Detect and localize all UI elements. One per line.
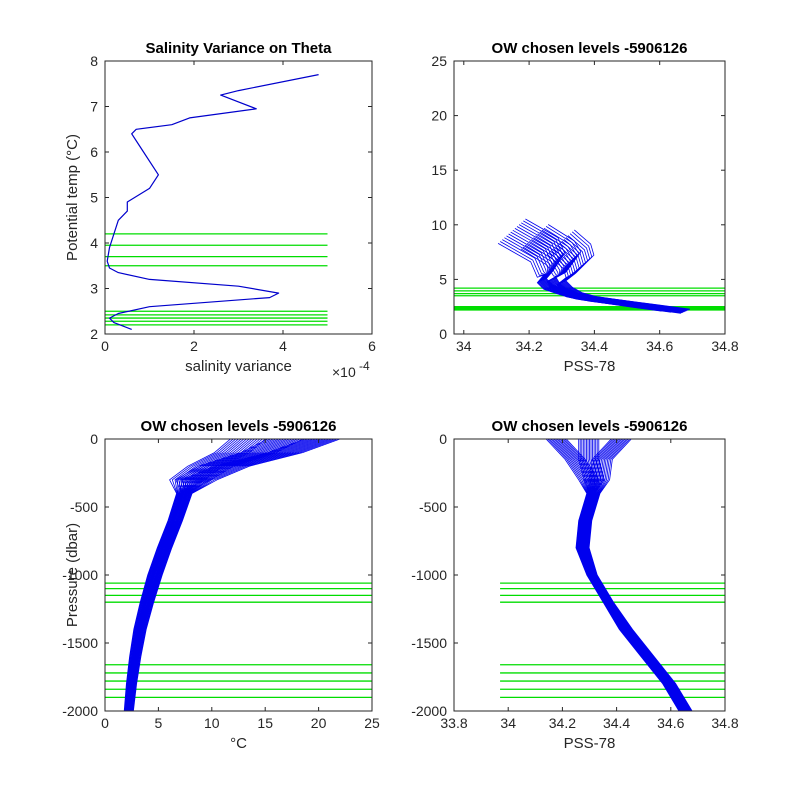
series-line xyxy=(126,439,274,711)
series-line xyxy=(125,439,239,711)
y-tick-label: -1500 xyxy=(411,635,447,651)
plot-area xyxy=(105,439,372,711)
y-tick-label: 4 xyxy=(90,235,98,251)
series-line xyxy=(128,439,287,711)
x-tick-label: 33.8 xyxy=(440,715,467,731)
series-line xyxy=(506,235,665,311)
series-line xyxy=(497,243,662,312)
series-line xyxy=(130,439,301,711)
x-tick-label: 5 xyxy=(155,715,163,731)
plot-area xyxy=(454,218,725,314)
chart-title: OW chosen levels -5906126 xyxy=(141,418,337,435)
series-line xyxy=(583,439,688,711)
series-line xyxy=(125,439,269,711)
y-tick-label: -1500 xyxy=(62,635,98,651)
x-exponent-power: -4 xyxy=(359,359,370,373)
x-axis-label: salinity variance xyxy=(185,358,292,375)
series-line xyxy=(518,224,669,309)
series-line xyxy=(127,439,282,711)
series-line xyxy=(516,226,668,309)
y-tick-label: 3 xyxy=(90,281,98,297)
x-tick-label: 34 xyxy=(500,715,516,731)
x-tick-label: 34.4 xyxy=(581,338,608,354)
x-axis-label: PSS-78 xyxy=(564,358,616,375)
y-tick-label: 0 xyxy=(439,326,447,342)
x-tick-label: 0 xyxy=(101,338,109,354)
series-line xyxy=(133,439,341,711)
series-line xyxy=(588,439,693,711)
x-tick-label: 20 xyxy=(311,715,327,731)
series-line xyxy=(521,222,670,308)
y-tick-label: -2000 xyxy=(411,703,447,719)
axes-box xyxy=(453,60,726,335)
panel-p3: 0 5 10 15 20 25 -2000 -1500 -1000 -500 0 OW chosen … xyxy=(62,418,380,752)
y-tick-label: -500 xyxy=(419,499,447,515)
y-tick-label: 5 xyxy=(439,271,447,287)
x-tick-label: 34.2 xyxy=(515,338,542,354)
y-tick-label: -1000 xyxy=(411,567,447,583)
y-tick-label: -1000 xyxy=(62,567,98,583)
plot-area xyxy=(500,439,725,711)
y-tick-label: -500 xyxy=(70,499,98,515)
series-line xyxy=(131,439,330,711)
series-line xyxy=(500,241,663,312)
x-tick-label: 34.2 xyxy=(549,715,576,731)
x-tick-label: 34.8 xyxy=(711,715,738,731)
y-tick-label: -2000 xyxy=(62,703,98,719)
panel-p2: 34 34.2 34.4 34.6 34.8 0 5 10 15 20 25 OW chosen le… xyxy=(431,40,738,375)
x-tick-label: 34.6 xyxy=(646,338,673,354)
x-axis-label: °C xyxy=(230,735,247,752)
chart-title: Salinity Variance on Theta xyxy=(146,40,333,57)
y-tick-label: 2 xyxy=(90,326,98,342)
series-line xyxy=(514,228,667,309)
y-tick-label: 7 xyxy=(90,99,98,115)
y-tick-label: 0 xyxy=(90,431,98,447)
panel-p4: 33.8 34 34.2 34.4 34.6 34.8 -2000 -1500 -1000 -50… xyxy=(411,418,739,752)
x-tick-label: 10 xyxy=(204,715,220,731)
x-tick-label: 34.6 xyxy=(657,715,684,731)
series-line xyxy=(525,218,671,308)
series-line xyxy=(504,237,664,311)
x-exponent-base: ×10 xyxy=(332,364,356,380)
x-tick-label: 15 xyxy=(257,715,273,731)
x-tick-label: 34 xyxy=(456,338,472,354)
y-tick-label: 8 xyxy=(90,53,98,69)
y-axis-label: Pressure (dbar) xyxy=(64,523,81,627)
x-tick-label: 34.4 xyxy=(603,715,630,731)
series-line xyxy=(132,439,335,711)
y-tick-label: 15 xyxy=(431,162,447,178)
x-tick-label: 6 xyxy=(368,338,376,354)
series-line xyxy=(512,229,667,310)
x-tick-label: 25 xyxy=(364,715,380,731)
series-line xyxy=(510,231,666,310)
y-tick-label: 6 xyxy=(90,144,98,160)
x-tick-label: 2 xyxy=(190,338,198,354)
chart-title: OW chosen levels -5906126 xyxy=(492,418,688,435)
x-axis-label: PSS-78 xyxy=(564,735,616,752)
y-tick-label: 0 xyxy=(439,431,447,447)
y-tick-label: 5 xyxy=(90,190,98,206)
y-tick-label: 25 xyxy=(431,53,447,69)
series-line xyxy=(502,239,663,311)
x-tick-label: 4 xyxy=(279,338,287,354)
series-line xyxy=(523,220,670,308)
x-tick-label: 34.8 xyxy=(711,338,738,354)
y-tick-label: 20 xyxy=(431,108,447,124)
x-tick-label: 0 xyxy=(101,715,109,731)
y-axis-label: Potential temp (°C) xyxy=(64,134,81,261)
plot-area xyxy=(105,74,328,330)
chart-title: OW chosen levels -5906126 xyxy=(492,40,688,57)
series-line xyxy=(106,74,319,330)
series-line xyxy=(131,439,303,711)
y-tick-label: 10 xyxy=(431,217,447,233)
